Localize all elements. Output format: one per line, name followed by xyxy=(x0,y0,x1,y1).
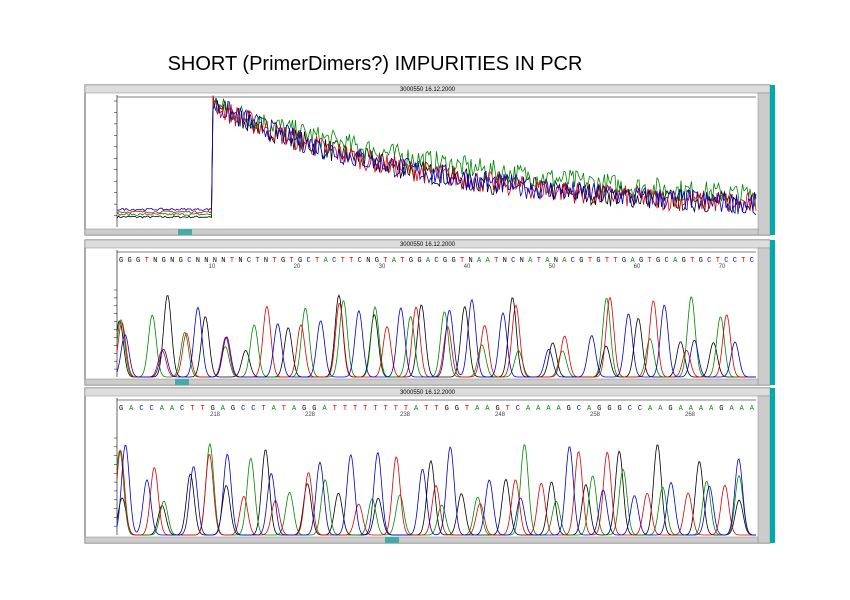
position-label: 40 xyxy=(464,264,471,270)
position-label: 70 xyxy=(719,264,726,270)
window-caption: 3000550 16.12.2000 xyxy=(400,87,456,93)
position-label: 238 xyxy=(400,412,411,418)
position-label: 258 xyxy=(590,412,601,418)
trace xyxy=(116,444,756,536)
position-label: 30 xyxy=(379,264,386,270)
window-edge xyxy=(770,240,775,385)
scroll-thumb xyxy=(385,537,399,543)
h-scrollbar xyxy=(84,228,759,236)
window-caption: 3000550 16.12.2000 xyxy=(400,390,456,396)
window-edge xyxy=(770,85,775,235)
position-label: 20 xyxy=(294,264,301,270)
position-label: 10 xyxy=(209,264,216,270)
position-label: 228 xyxy=(305,412,316,418)
trace xyxy=(116,296,756,378)
h-scrollbar xyxy=(84,378,759,386)
position-label: 60 xyxy=(634,264,641,270)
trace xyxy=(116,100,757,215)
position-label: 248 xyxy=(495,412,506,418)
scroll-thumb xyxy=(175,379,189,385)
scrollbar xyxy=(757,395,771,544)
scrollbar xyxy=(757,247,771,386)
window-frame xyxy=(84,387,771,544)
trace xyxy=(116,444,756,536)
trace xyxy=(116,298,756,378)
scroll-thumb xyxy=(178,229,192,235)
h-scrollbar xyxy=(84,536,759,544)
window-edge xyxy=(770,388,775,543)
trace xyxy=(116,450,756,536)
position-label: 50 xyxy=(549,264,556,270)
window-caption: 3000550 16.12.2000 xyxy=(400,242,456,248)
scrollbar xyxy=(757,92,771,236)
trace xyxy=(116,95,757,219)
position-label: 268 xyxy=(685,412,696,418)
page-title: SHORT (PrimerDimers?) IMPURITIES IN PCR xyxy=(168,53,583,75)
position-label: 218 xyxy=(210,412,221,418)
